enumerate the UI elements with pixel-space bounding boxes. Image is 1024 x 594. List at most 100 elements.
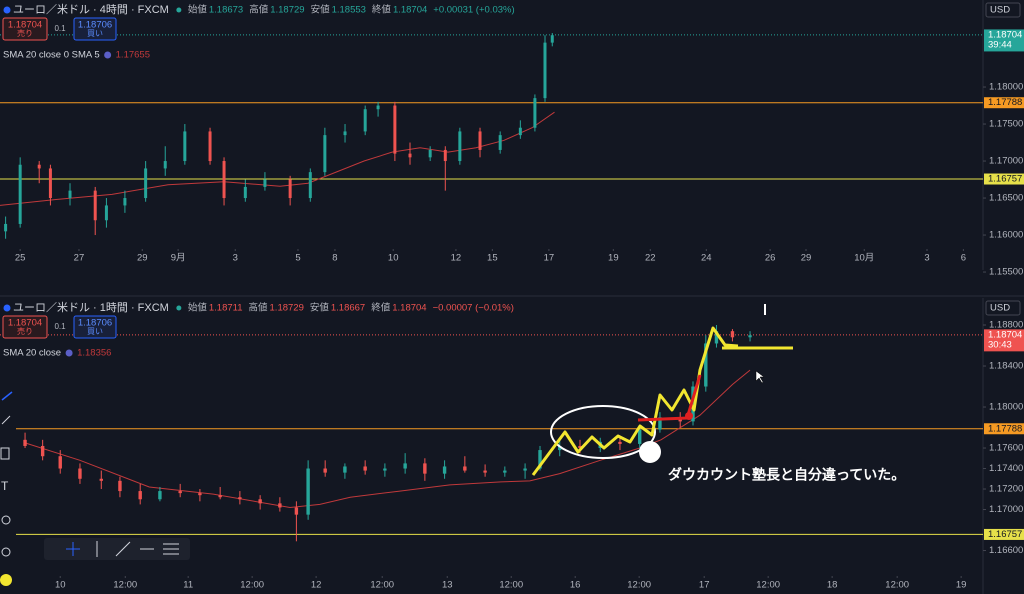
tool-rect[interactable] <box>0 447 10 460</box>
buy-button[interactable] <box>73 17 117 41</box>
x-tick-label: 24 <box>701 253 712 264</box>
candle-body <box>343 466 347 473</box>
sell-button[interactable] <box>2 17 48 41</box>
candle-body <box>550 35 554 43</box>
candle-body <box>222 161 226 199</box>
candle-body <box>93 190 97 221</box>
candle-body <box>403 463 407 469</box>
x-tick-label: 11 <box>183 580 193 591</box>
price-badge-label: 1.18704 <box>988 329 1022 340</box>
status-dot <box>176 305 182 311</box>
buy-button[interactable] <box>73 315 117 339</box>
quote-value: 1.18667 <box>331 303 365 314</box>
lot-size[interactable]: 0.1 <box>54 322 66 331</box>
x-tick-label: 18 <box>827 580 838 591</box>
price-badge-label: 1.17788 <box>988 97 1022 108</box>
symbol[interactable]: ユーロ／米ドル · 1時間 · FXCM <box>13 301 169 314</box>
quote-value: 1.18553 <box>332 5 366 16</box>
sma-legend[interactable]: SMA 20 close 0 SMA 5 <box>3 50 100 61</box>
price-badge <box>984 97 1024 109</box>
x-tick-label: 12:00 <box>756 580 780 591</box>
sell-label: 売り <box>17 326 33 336</box>
quote-label: 安値 <box>310 302 330 314</box>
candle-body <box>58 456 62 469</box>
candle-body <box>730 331 735 338</box>
candle-body <box>478 131 482 150</box>
tool-line[interactable] <box>115 541 131 557</box>
annotation-red-dot <box>685 412 693 420</box>
price-badge <box>984 423 1024 435</box>
lot-size[interactable]: 0.1 <box>54 24 66 33</box>
x-tick-label: 12:00 <box>370 580 394 591</box>
y-tick-label: 1.18000 <box>989 82 1023 93</box>
sell-button[interactable] <box>2 315 48 339</box>
x-tick-label: 29 <box>801 253 812 264</box>
quote-value: 1.18673 <box>209 5 243 16</box>
x-tick-label: 29 <box>137 253 148 264</box>
candle-body <box>578 445 582 449</box>
tool-text[interactable]: T <box>1 479 9 493</box>
candle-body <box>263 179 267 187</box>
x-tick-label: 3 <box>924 253 929 264</box>
x-tick-label: 12:00 <box>885 580 909 591</box>
quote-label: 高値 <box>249 4 269 16</box>
quote-label: 安値 <box>311 4 331 16</box>
currency-box[interactable] <box>985 300 1021 316</box>
price-badge-label: 1.17788 <box>988 423 1022 434</box>
candle-body <box>68 190 72 199</box>
status-dot <box>176 7 182 13</box>
annotations: ダウカウント塾長と自分違っていた。 <box>531 304 905 483</box>
sma-eye[interactable] <box>104 51 112 59</box>
tool-brush[interactable] <box>0 574 12 586</box>
tool-trendline[interactable] <box>1 391 13 401</box>
price-badge <box>984 173 1024 185</box>
x-tick-label: 17 <box>544 253 555 264</box>
candle-body <box>323 135 327 173</box>
x-tick-label: 16 <box>570 580 581 591</box>
x-tick-label: 8 <box>332 253 337 264</box>
buy-label: 買い <box>87 327 103 336</box>
price-badge-label: 1.16757 <box>988 529 1022 540</box>
candle-body <box>323 468 327 473</box>
sell-price: 1.18704 <box>8 20 42 31</box>
candle-body <box>138 491 142 500</box>
candle-body <box>308 172 312 199</box>
y-tick-label: 1.18800 <box>989 320 1023 331</box>
tool-arrow[interactable] <box>1 415 11 425</box>
tool-rotate[interactable] <box>1 547 11 557</box>
x-tick-label: 12 <box>311 580 322 591</box>
candle-body <box>518 127 522 136</box>
quote-value: −0.00007 (−0.01%) <box>433 303 514 314</box>
x-tick-label: 22 <box>645 253 656 264</box>
y-tick-label: 1.16500 <box>989 193 1023 204</box>
tool-circle[interactable] <box>1 515 11 525</box>
candle-body <box>218 495 222 498</box>
annotation-red <box>686 374 702 416</box>
y-tick-label: 1.17000 <box>989 504 1023 515</box>
annotation-red <box>637 416 689 422</box>
y-tick-label: 1.15500 <box>989 267 1023 278</box>
candle-body <box>288 179 292 199</box>
annotation-text: ダウカウント塾長と自分違っていた。 <box>668 467 905 483</box>
candle-body <box>383 468 387 471</box>
symbol[interactable]: ユーロ／米ドル · 4時間 · FXCM <box>13 3 169 16</box>
quote-label: 始値 <box>188 302 208 314</box>
candle-body <box>306 468 310 515</box>
sma-line <box>24 369 751 508</box>
candle-body <box>408 153 412 158</box>
y-tick-label: 1.17400 <box>989 463 1023 474</box>
panel: 1.15500 1.16000 1.16500 1.17000 1.17500 1.180… <box>0 2 1024 278</box>
currency-box[interactable] <box>985 2 1021 18</box>
candle-body <box>393 105 397 154</box>
y-tick-label: 1.17500 <box>989 119 1023 130</box>
toolbar-bg <box>0 360 16 594</box>
sma-legend[interactable]: SMA 20 close <box>3 348 61 359</box>
sma-eye[interactable] <box>65 349 73 357</box>
candle-body <box>208 131 212 162</box>
candle-body <box>4 223 8 232</box>
y-tick-label: 1.18000 <box>989 402 1023 413</box>
x-tick-label: 10月 <box>854 253 874 264</box>
buy-price: 1.18706 <box>78 20 112 31</box>
candle-body <box>178 491 182 494</box>
currency: USD <box>990 303 1010 314</box>
